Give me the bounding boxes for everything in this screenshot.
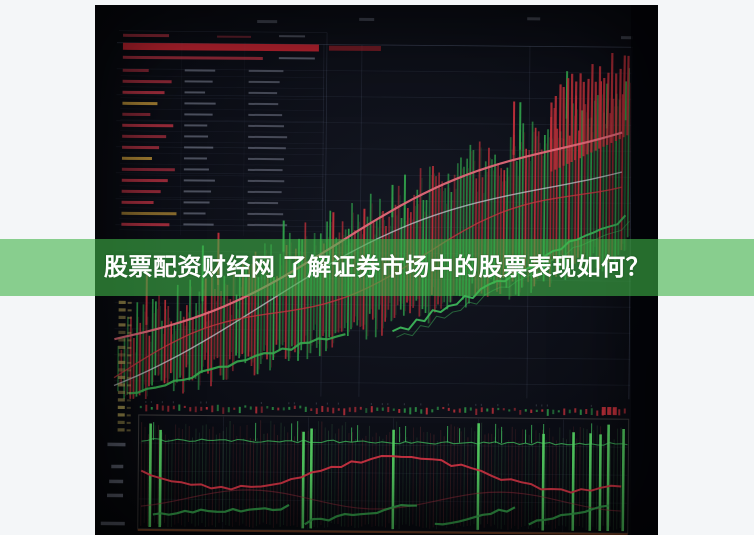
page-title: 股票配资财经网 了解证券市场中的股票表现如何？ [103, 253, 651, 281]
title-banner: 股票配资财经网 了解证券市场中的股票表现如何？ [0, 239, 754, 296]
